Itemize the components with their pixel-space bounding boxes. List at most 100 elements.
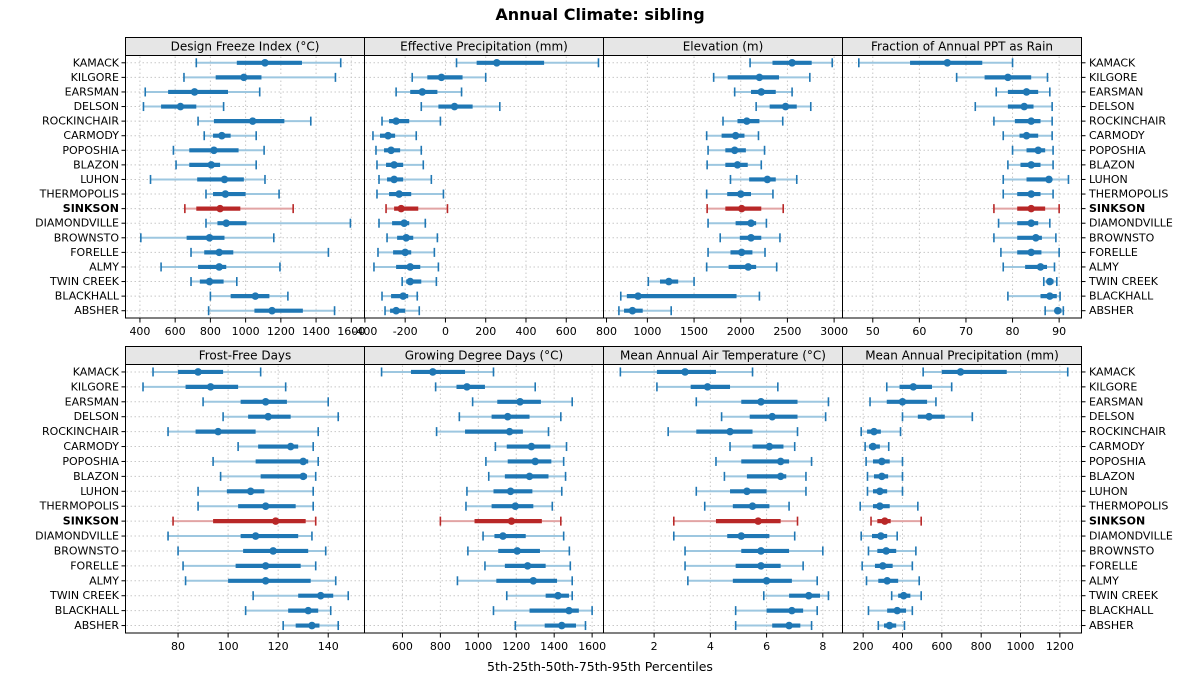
row-kilgore	[712, 72, 811, 82]
median-dot	[261, 562, 270, 570]
row-brownsto	[177, 546, 327, 556]
row-label-right-blackhall: BLACKHALL	[1089, 290, 1154, 303]
row-carmody	[705, 131, 760, 141]
row-forelle	[484, 561, 572, 571]
row-label-right-almy: ALMY	[1089, 260, 1119, 273]
median-dot	[1022, 88, 1031, 96]
median-dot	[246, 487, 255, 496]
median-dot	[531, 457, 540, 466]
row-diamondville	[378, 218, 427, 228]
median-dot	[565, 606, 573, 615]
median-dot	[768, 412, 777, 421]
panel-frost-free-days: Frost-Free Days 80 100 120 140	[121, 346, 365, 653]
median-dot	[261, 58, 269, 67]
row-label-right-thermopolis: THERMOPOLIS	[1088, 188, 1168, 201]
median-dot	[395, 190, 403, 198]
row-absher	[618, 306, 672, 316]
median-dot	[261, 576, 270, 585]
median-dot	[268, 306, 276, 315]
axis-tick-label: 2000	[727, 325, 755, 338]
row-earsman	[144, 87, 261, 97]
row-label-right-blackhall: BLACKHALL	[1089, 604, 1154, 617]
panel-fraction-of-annual-ppt-as-rain: Fraction of Annual PPT as Rain 50 60 70 80 90	[842, 37, 1086, 338]
row-carmody	[203, 131, 257, 141]
axis-tick-label: 200	[853, 640, 874, 653]
row-delson	[458, 412, 562, 422]
row-twin-creek	[252, 591, 350, 601]
row-label-left-thermopolis: THERMOPOLIS	[39, 500, 119, 513]
median-dot	[781, 102, 790, 111]
row-blackhall	[619, 291, 761, 301]
row-sinkson	[870, 516, 922, 526]
median-dot	[214, 427, 222, 436]
median-dot	[747, 219, 755, 228]
median-dot	[503, 412, 512, 421]
median-dot	[1053, 306, 1062, 315]
row-label-right-carmody: CARMODY	[1089, 440, 1145, 453]
row-label-right-forelle: FORELLE	[1089, 559, 1138, 572]
axis-tick-label: 1000	[1007, 640, 1035, 653]
axis-tick-label: 1200	[1046, 640, 1074, 653]
strip-header	[842, 37, 1082, 56]
median-dot	[450, 102, 459, 111]
median-dot	[1027, 161, 1035, 169]
row-label-right-rockinchair: ROCKINCHAIR	[1089, 425, 1166, 438]
row-absher	[282, 621, 340, 631]
median-dot	[406, 263, 415, 271]
row-label-right-rockinchair: ROCKINCHAIR	[1089, 115, 1166, 128]
median-dot	[880, 517, 889, 525]
median-dot	[190, 88, 199, 96]
row-twin-creek	[401, 277, 438, 287]
row-forelle	[377, 247, 436, 257]
median-dot	[743, 487, 751, 496]
median-dot	[308, 621, 316, 630]
median-dot	[390, 161, 398, 169]
median-dot	[513, 547, 521, 555]
row-rockinchair	[722, 116, 784, 126]
median-dot	[956, 368, 965, 376]
median-dot	[392, 306, 400, 315]
median-dot	[402, 233, 410, 242]
row-label-right-delson: DELSON	[1089, 100, 1134, 113]
median-dot	[499, 532, 507, 540]
row-absher	[734, 621, 813, 631]
strip-title: Frost-Free Days	[199, 349, 292, 363]
row-absher	[384, 306, 421, 316]
row-blackhall	[492, 606, 593, 616]
median-dot	[736, 190, 745, 198]
median-dot	[215, 248, 223, 257]
row-earsman	[995, 87, 1051, 97]
row-earsman	[733, 87, 793, 97]
row-label-right-forelle: FORELLE	[1089, 246, 1138, 259]
axis-tick-label: 120	[268, 640, 289, 653]
row-brownsto	[140, 233, 275, 243]
axis-tick-label: 1600	[578, 640, 606, 653]
row-label-left-poposhia: POPOSHIA	[62, 144, 119, 157]
row-label-left-rockinchair: ROCKINCHAIR	[42, 115, 119, 128]
row-delson	[142, 102, 225, 112]
row-absher	[207, 306, 336, 316]
axis-tick-label: 1000	[232, 325, 260, 338]
row-kamack	[152, 367, 262, 377]
row-blackhall	[209, 291, 289, 301]
row-label-left-kamack: KAMACK	[73, 56, 120, 69]
median-dot	[909, 383, 918, 391]
median-dot	[261, 502, 270, 511]
axis-tick-label: 80	[1006, 325, 1020, 338]
row-label-left-delson: DELSON	[74, 100, 119, 113]
axis-tick-label: 2	[651, 640, 658, 653]
row-blazon	[1007, 160, 1054, 170]
row-blazon	[219, 471, 317, 481]
row-twin-creek	[505, 591, 574, 601]
median-dot	[634, 292, 642, 300]
median-dot	[899, 591, 908, 600]
row-poposhia	[865, 456, 904, 466]
median-dot	[505, 427, 514, 436]
row-label-right-blazon: BLAZON	[1089, 158, 1135, 171]
row-label-right-twin-creek: TWIN CREEK	[1088, 275, 1159, 288]
median-dot	[390, 175, 398, 184]
axis-tick-label: 600	[931, 640, 952, 653]
median-dot	[251, 292, 260, 300]
row-thermopolis	[376, 189, 445, 199]
median-dot	[216, 204, 224, 213]
